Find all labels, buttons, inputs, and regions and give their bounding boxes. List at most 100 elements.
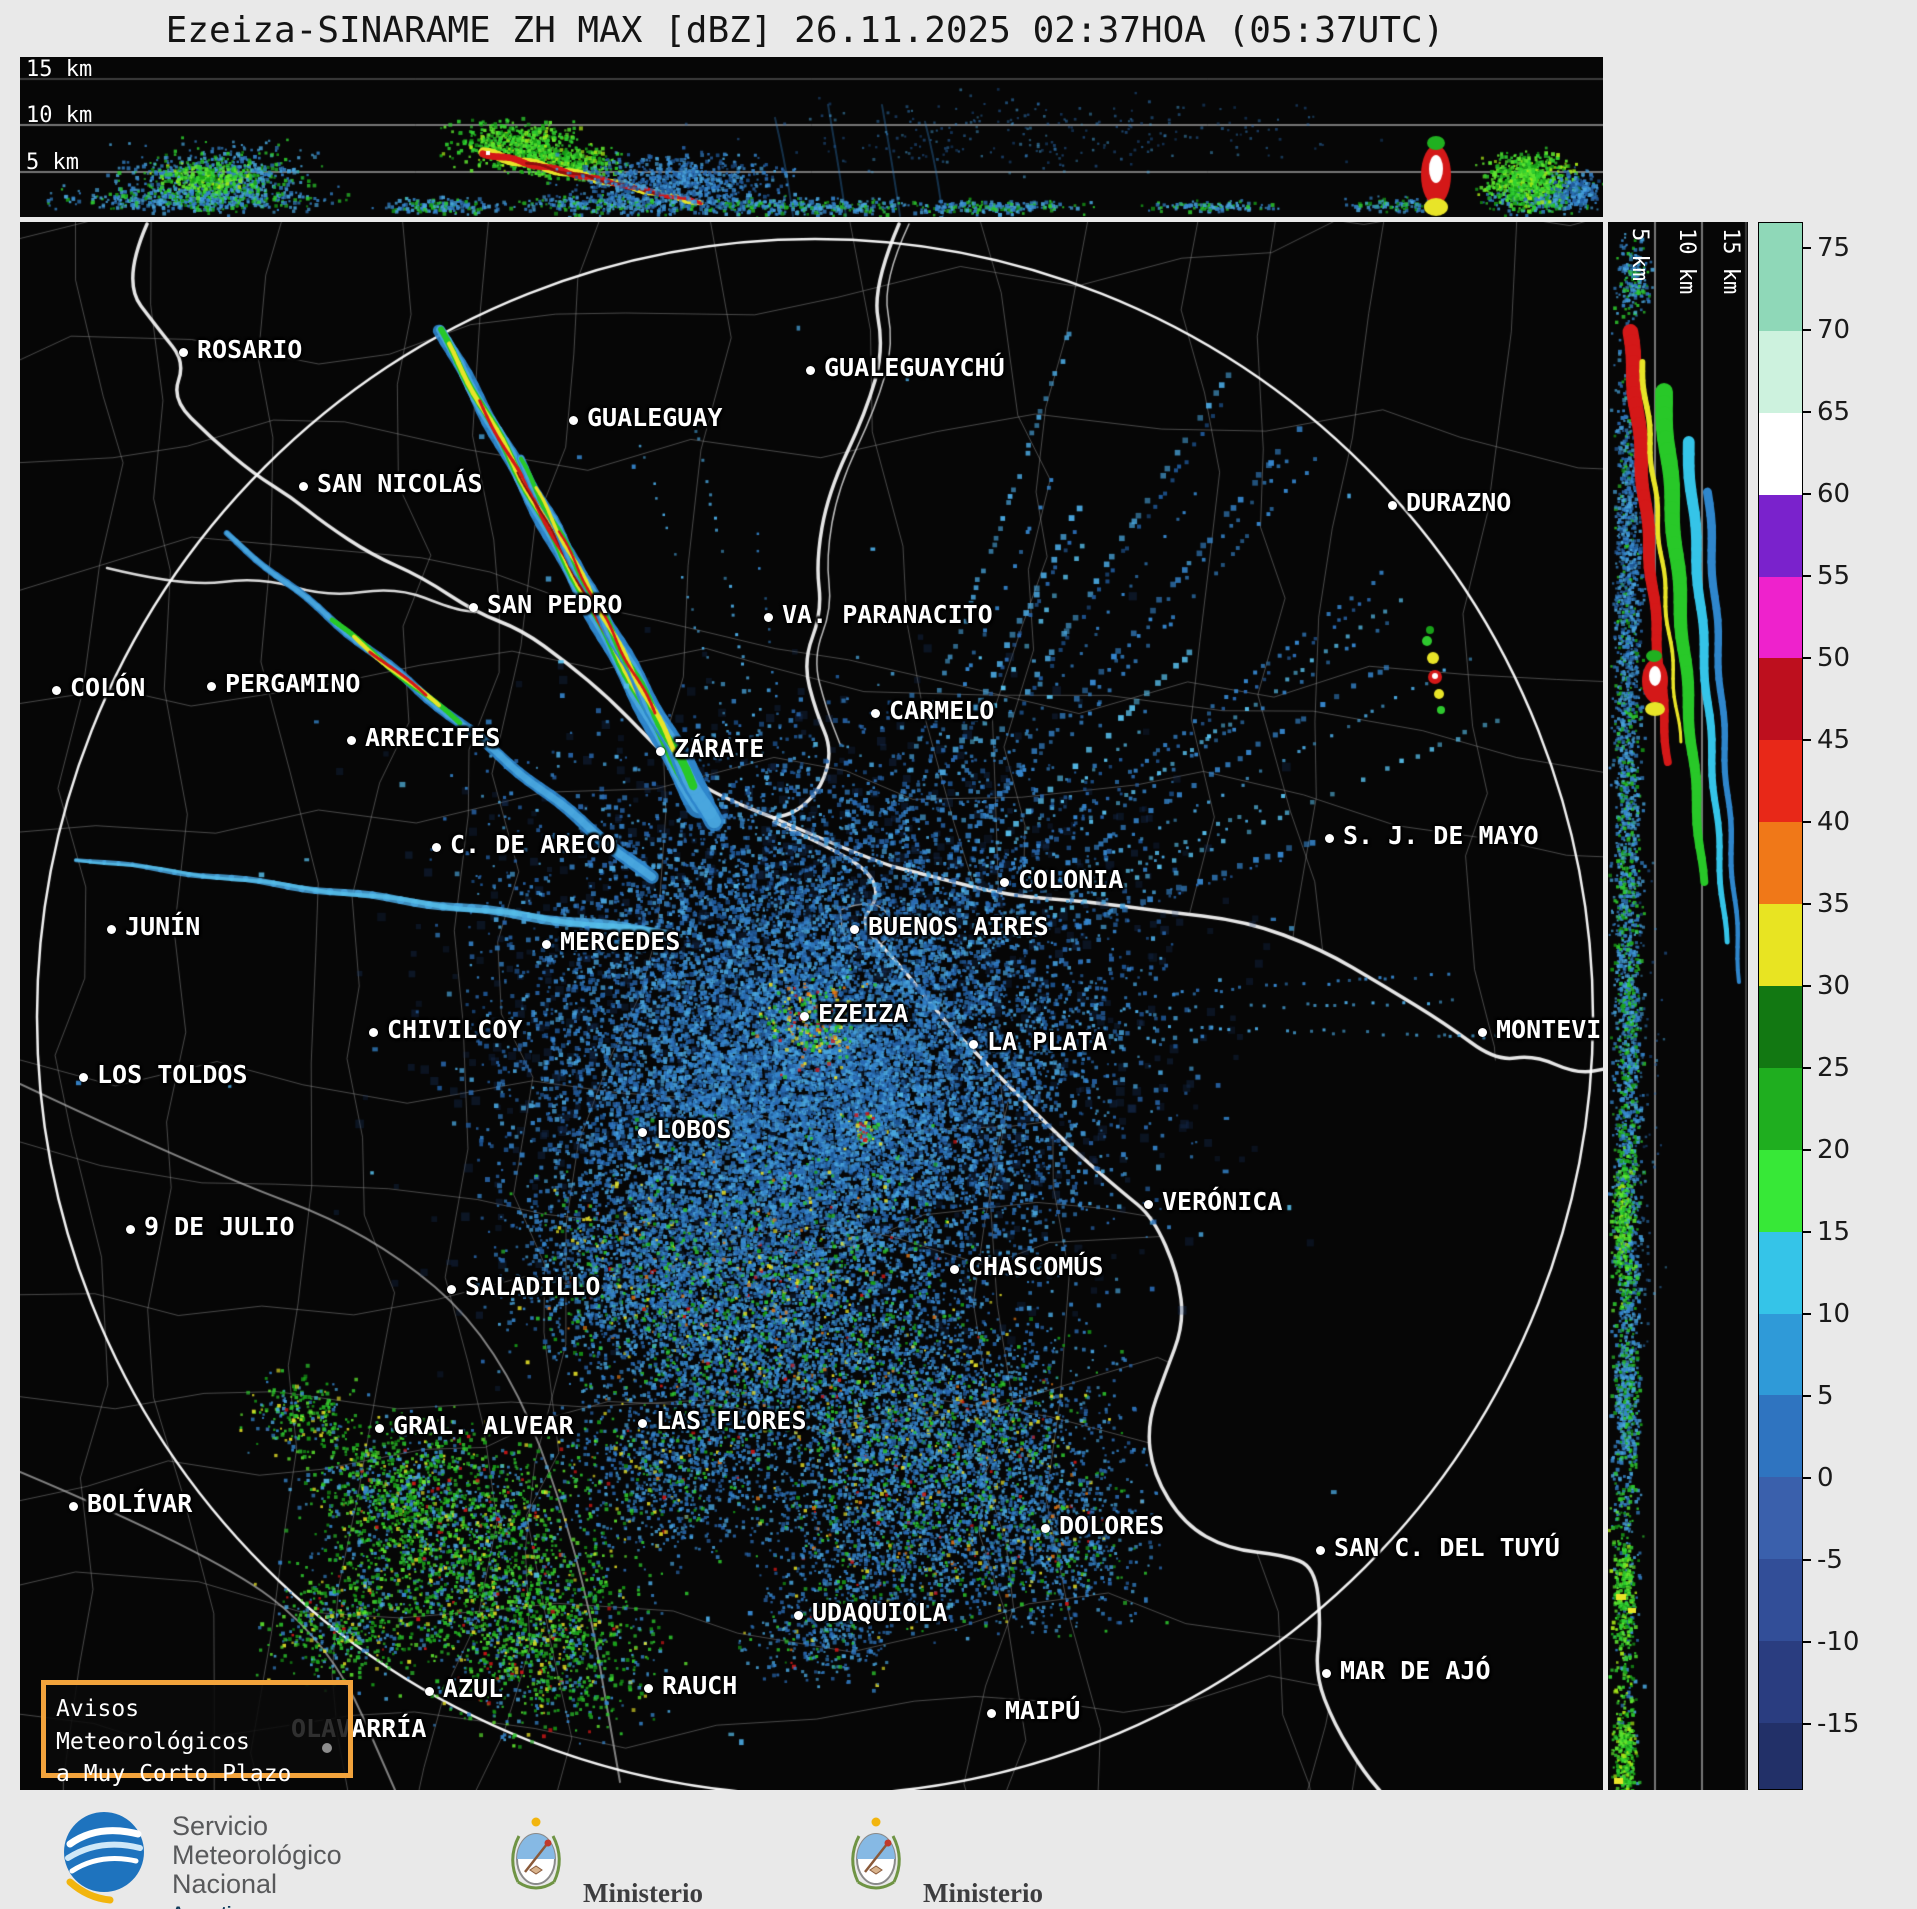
- colorbar-segment-50-55: [1759, 576, 1802, 659]
- city-label-los-toldos: LOS TOLDOS: [97, 1060, 248, 1089]
- colorbar-segment-35-40: [1759, 822, 1802, 905]
- colorbar-tick-mark: [1803, 1231, 1811, 1233]
- right-height-profile-panel: 5 km 10 km 15 km: [1608, 222, 1748, 1790]
- argentina-coat-of-arms-icon: [505, 1814, 567, 1901]
- city-label-chascom-s: CHASCOMÚS: [968, 1252, 1104, 1281]
- colorbar-tick-15: 15: [1817, 1217, 1851, 1247]
- colorbar-tick-mark: [1803, 575, 1811, 577]
- colorbar-tick-70: 70: [1817, 315, 1851, 345]
- colorbar-tick-mark: [1803, 411, 1811, 413]
- colorbar-tick-mark: [1803, 1723, 1811, 1725]
- colorbar-tick-10: 10: [1817, 1299, 1851, 1329]
- city-dot-saladillo: [447, 1285, 456, 1294]
- colorbar-segment-25-30: [1759, 985, 1802, 1068]
- colorbar-tick-labels: 75 70 65 60 55 50 45 40 35 30 25 20 15 10 5 0 -5 -10 -15: [1803, 222, 1915, 1790]
- city-label-gualeguay: GUALEGUAY: [587, 403, 723, 432]
- colorbar-segment-40-45: [1759, 740, 1802, 823]
- colorbar-tick-25: 25: [1817, 1053, 1851, 1083]
- colorbar-tick--5: -5: [1817, 1545, 1843, 1575]
- colorbar-tick-mark: [1803, 247, 1811, 249]
- city-label-carmelo: CARMELO: [889, 696, 995, 725]
- city-dot-san-pedro: [469, 603, 478, 612]
- argentina-coat-of-arms-icon: [845, 1814, 907, 1901]
- city-dot-montevideo: [1478, 1028, 1487, 1037]
- colorbar-cap: [1759, 223, 1802, 249]
- colorbar-tick--10: -10: [1817, 1627, 1860, 1657]
- city-dot-las-flores: [638, 1419, 647, 1428]
- city-dot-mar-de-aj: [1322, 1669, 1331, 1678]
- colorbar-tick-35: 35: [1817, 889, 1851, 919]
- advisory-dot: [322, 1743, 332, 1753]
- smn-line1: Servicio: [172, 1811, 269, 1841]
- smn-country: Argentina: [172, 1903, 342, 1909]
- city-label-z-rate: ZÁRATE: [674, 734, 765, 763]
- colorbar-segment--10--5: [1759, 1559, 1802, 1642]
- dbz-colorbar: [1758, 222, 1803, 1790]
- city-label-gral-alvear: GRAL. ALVEAR: [393, 1411, 574, 1440]
- colorbar-tick-mark: [1803, 1149, 1811, 1151]
- colorbar-tick-45: 45: [1817, 725, 1851, 755]
- city-dot-durazno: [1388, 501, 1397, 510]
- city-dot-buenos-aires: [850, 925, 859, 934]
- ministry-defensa-text: Ministerio de Defensa República Argentin…: [583, 1818, 715, 1909]
- colorbar-segment-45-50: [1759, 658, 1802, 741]
- colorbar-segment-15-20: [1759, 1149, 1802, 1232]
- city-label-gualeguaych: GUALEGUAYCHÚ: [824, 353, 1005, 382]
- city-label-san-pedro: SAN PEDRO: [487, 590, 623, 619]
- advisory-line2: a Muy Corto Plazo: [56, 1761, 292, 1788]
- economia-line1: Ministerio: [923, 1878, 1043, 1909]
- city-dot-z-rate: [656, 747, 665, 756]
- colorbar-tick-65: 65: [1817, 397, 1851, 427]
- city-dot-c-de-areco: [432, 843, 441, 852]
- city-label-ver-nica: VERÓNICA: [1162, 1187, 1283, 1216]
- city-label-pergamino: PERGAMINO: [225, 669, 361, 698]
- colorbar-tick-5: 5: [1817, 1381, 1834, 1411]
- colorbar-tick-mark: [1803, 739, 1811, 741]
- city-dot-bol-var: [69, 1502, 78, 1511]
- city-dot-san-nicol-s: [299, 482, 308, 491]
- colorbar-tick-60: 60: [1817, 479, 1851, 509]
- colorbar-segment-5-10: [1759, 1313, 1802, 1396]
- colorbar-tick-50: 50: [1817, 643, 1851, 673]
- city-dot-9-de-julio: [126, 1225, 135, 1234]
- colorbar-tick-mark: [1803, 1641, 1811, 1643]
- city-label-col-n: COLÓN: [70, 673, 146, 702]
- advisory-box: Avisos Meteorológicos a Muy Corto Plazo: [41, 1680, 353, 1787]
- colorbar-tick-55: 55: [1817, 561, 1851, 591]
- city-label-udaquiola: UDAQUIOLA: [812, 1598, 948, 1627]
- city-dot-ver-nica: [1144, 1200, 1153, 1209]
- city-dot-gualeguay: [569, 416, 578, 425]
- city-dot-udaquiola: [794, 1611, 803, 1620]
- colorbar-tick-40: 40: [1817, 807, 1851, 837]
- colorbar-tick-0: 0: [1817, 1463, 1834, 1493]
- colorbar-tick-20: 20: [1817, 1135, 1851, 1165]
- city-dot-s-j-de-mayo: [1325, 834, 1334, 843]
- city-dot-mercedes: [542, 940, 551, 949]
- city-label-ezeiza: EZEIZA: [818, 999, 909, 1028]
- city-dot-gral-alvear: [375, 1424, 384, 1433]
- city-label-va-paranacito: VA. PARANACITO: [782, 600, 993, 629]
- top-label-5km: 5 km: [26, 150, 79, 175]
- colorbar-tick-mark: [1803, 1395, 1811, 1397]
- colorbar-segment-10-15: [1759, 1231, 1802, 1314]
- city-dot-chivilcoy: [369, 1028, 378, 1037]
- city-dot-la-plata: [969, 1040, 978, 1049]
- radar-map-canvas: [20, 222, 1603, 1790]
- colorbar-tick-mark: [1803, 985, 1811, 987]
- city-label-montevideo: MONTEVIDEO: [1496, 1015, 1603, 1044]
- city-label-rauch: RAUCH: [662, 1671, 738, 1700]
- city-dot-rauch: [644, 1684, 653, 1693]
- city-label-jun-n: JUNÍN: [125, 912, 201, 941]
- city-dot-arrecifes: [347, 736, 356, 745]
- top-label-15km: 15 km: [26, 57, 93, 82]
- city-dot-jun-n: [107, 925, 116, 934]
- top-height-profile-panel: 15 km 10 km 5 km: [20, 57, 1603, 217]
- city-label-mercedes: MERCEDES: [560, 927, 681, 956]
- city-label-dolores: DOLORES: [1059, 1511, 1165, 1540]
- radar-map-panel: ROSARIO GUALEGUAYCHÚ GUALEGUAY SAN NICOLÁS D…: [20, 222, 1603, 1790]
- colorbar-segment-60-65: [1759, 412, 1802, 495]
- ministry-economia-text: Ministerio de Economía República Argenti…: [923, 1818, 1072, 1909]
- city-dot-gualeguaych: [806, 366, 815, 375]
- city-label-bol-var: BOLÍVAR: [87, 1489, 193, 1518]
